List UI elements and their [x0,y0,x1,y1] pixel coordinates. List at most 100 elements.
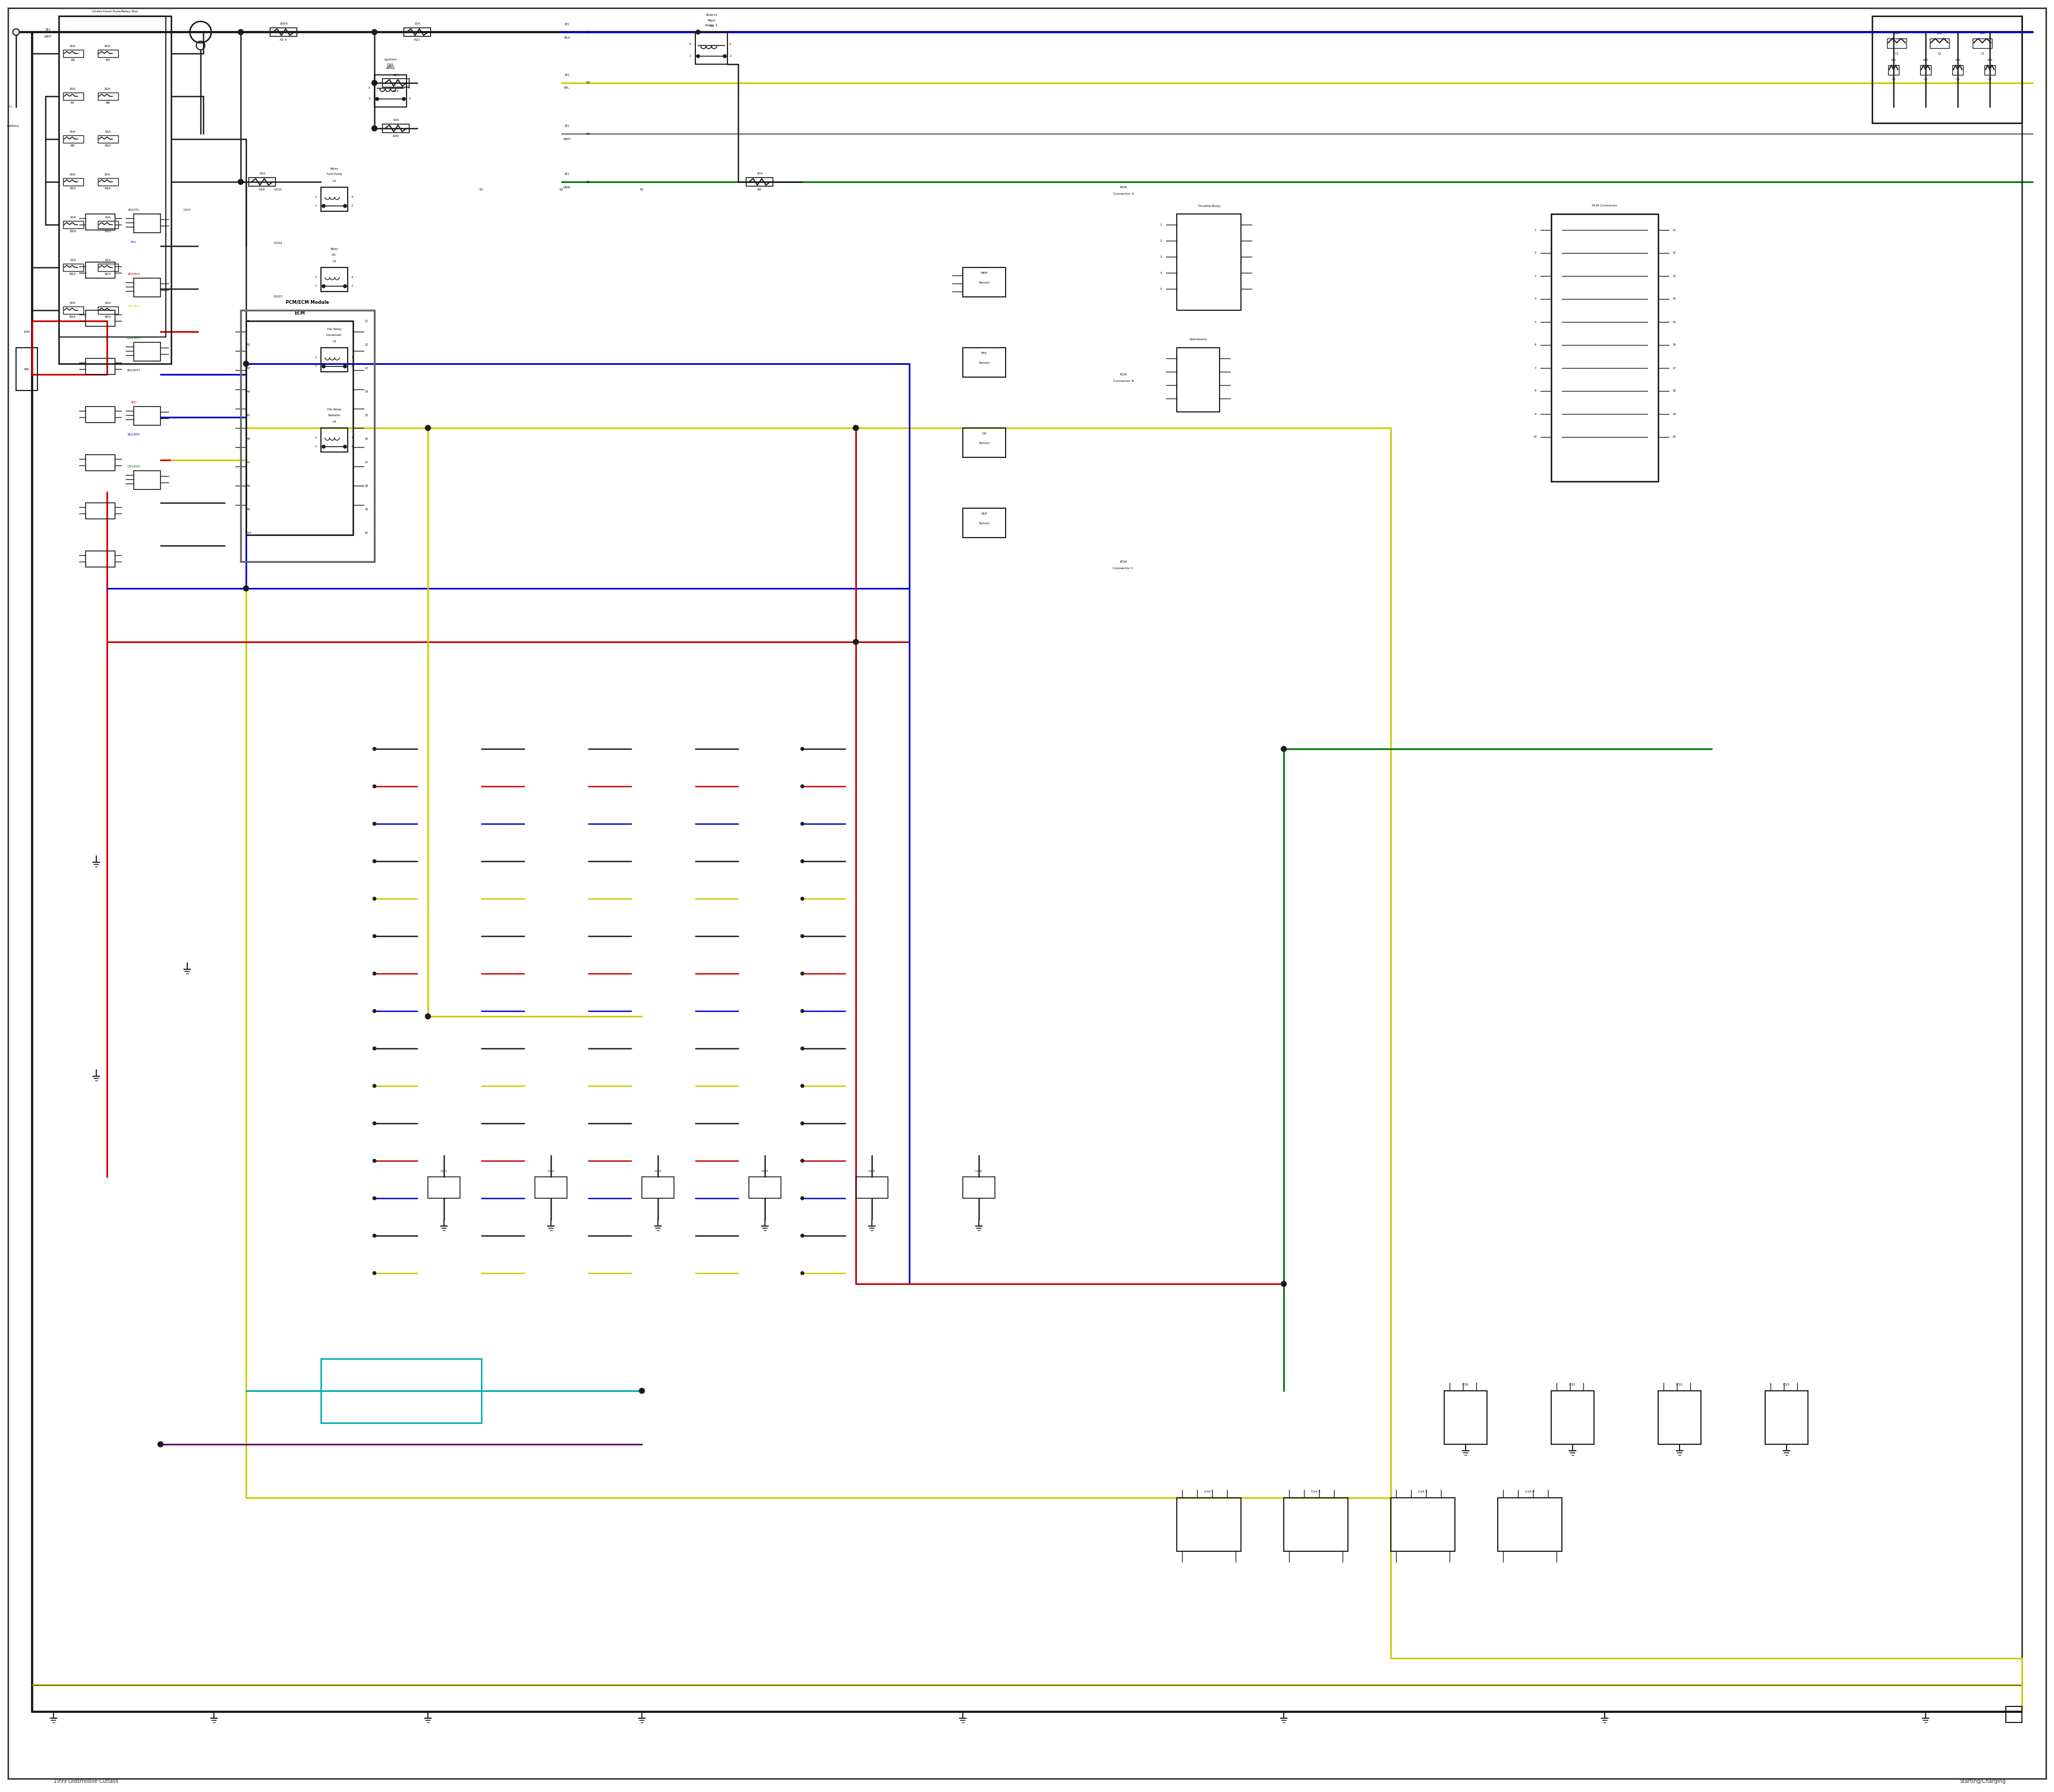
Circle shape [639,1389,645,1394]
Text: 20A: 20A [70,301,76,305]
Text: Under-hood Fuse/Relay Box: Under-hood Fuse/Relay Box [92,11,138,13]
Text: 15A: 15A [70,258,76,262]
Bar [1284,1498,1347,1552]
Text: MAP: MAP [980,271,988,274]
Bar [696,32,727,65]
Text: (+): (+) [6,106,12,108]
Text: [E]: [E] [565,73,569,77]
Text: Sensor: Sensor [978,281,990,283]
Text: M44: M44 [386,66,394,68]
Circle shape [425,1014,431,1020]
Text: [E]: [E] [565,124,569,127]
Bar [1888,65,1898,75]
Text: Fuel Pump: Fuel Pump [327,174,341,176]
Text: 15A: 15A [1894,32,1900,34]
Text: Coil 3: Coil 3 [1417,1489,1428,1493]
Text: B2: B2 [758,188,762,192]
Text: BLU: BLU [563,36,571,39]
Text: 11: 11 [1672,229,1676,231]
Text: 30A: 30A [70,131,76,133]
Text: G102: G102 [273,242,283,246]
Circle shape [425,425,431,430]
Bar [534,1177,567,1199]
Text: 15: 15 [364,414,368,416]
Text: 15A: 15A [259,172,265,176]
Text: 18: 18 [1672,389,1676,392]
Text: 10A: 10A [756,172,762,176]
Bar [1551,1391,1594,1444]
Text: A9: A9 [246,507,251,511]
Text: C33: C33 [1783,1383,1789,1385]
Text: L2: L2 [333,260,337,262]
Bar [99,220,119,228]
Bar [86,262,115,278]
Text: B10: B10 [105,143,111,147]
Text: A1-5: A1-5 [279,39,288,41]
Circle shape [801,1084,803,1088]
Text: GRN/RED: GRN/RED [127,466,140,468]
Bar [246,321,353,536]
Text: C2: C2 [1937,52,1941,56]
Text: 2: 2 [729,56,731,57]
Text: 17: 17 [364,461,368,464]
Text: 3: 3 [368,88,370,90]
Text: 1999 Oldsmobile Cutlass: 1999 Oldsmobile Cutlass [53,1779,119,1785]
Text: WHT: WHT [563,138,571,140]
Text: G103: G103 [273,296,283,297]
Bar [86,455,115,471]
Bar [99,93,119,100]
Text: 100A: 100A [279,23,288,25]
Circle shape [322,444,325,448]
Text: 40A: 40A [105,45,111,47]
Text: 10A: 10A [105,215,111,219]
Text: 19: 19 [364,507,368,511]
Text: Sensor: Sensor [978,441,990,444]
Bar [963,267,1006,297]
Text: 59: 59 [585,30,589,34]
Circle shape [801,1235,803,1236]
Circle shape [374,1272,376,1274]
Circle shape [374,1159,376,1163]
Bar [86,504,115,520]
Text: 15A: 15A [415,23,421,25]
Text: 59: 59 [585,82,589,84]
Text: [E]: [E] [565,172,569,176]
Text: TPS: TPS [982,351,988,355]
Circle shape [801,1197,803,1201]
Text: Inj 5: Inj 5 [869,1170,875,1172]
Text: Coil 4: Coil 4 [1524,1489,1534,1493]
Text: Relay: Relay [386,66,394,70]
Bar [86,358,115,375]
Text: L3: L3 [333,340,337,342]
Circle shape [801,1047,803,1050]
Bar [99,306,119,314]
Bar [427,1177,460,1199]
Text: A16: A16 [259,188,265,192]
Circle shape [374,1047,376,1050]
Bar [963,348,1006,376]
Text: 20A: 20A [1937,32,1943,34]
Text: [E]: [E] [45,29,51,30]
Bar [1931,38,1949,48]
Circle shape [374,1009,376,1012]
Circle shape [696,54,700,57]
Bar [320,1358,481,1423]
Circle shape [372,81,378,86]
Bar [963,509,1006,538]
Text: Relay 1: Relay 1 [705,25,717,27]
Text: Inj 2: Inj 2 [548,1170,555,1172]
Circle shape [801,1272,803,1274]
Text: Battery: Battery [6,124,18,127]
Text: B3: B3 [105,59,109,61]
Bar [60,16,166,337]
Bar [963,428,1006,457]
Text: Main: Main [707,20,715,22]
Text: RED: RED [131,401,138,403]
Text: B24: B24 [70,315,76,317]
Text: YEL/BLK: YEL/BLK [127,305,140,306]
Text: C5: C5 [1925,77,1927,81]
Bar [86,213,115,229]
Bar [1658,1391,1701,1444]
Circle shape [374,860,376,862]
Text: 16: 16 [1672,344,1676,346]
